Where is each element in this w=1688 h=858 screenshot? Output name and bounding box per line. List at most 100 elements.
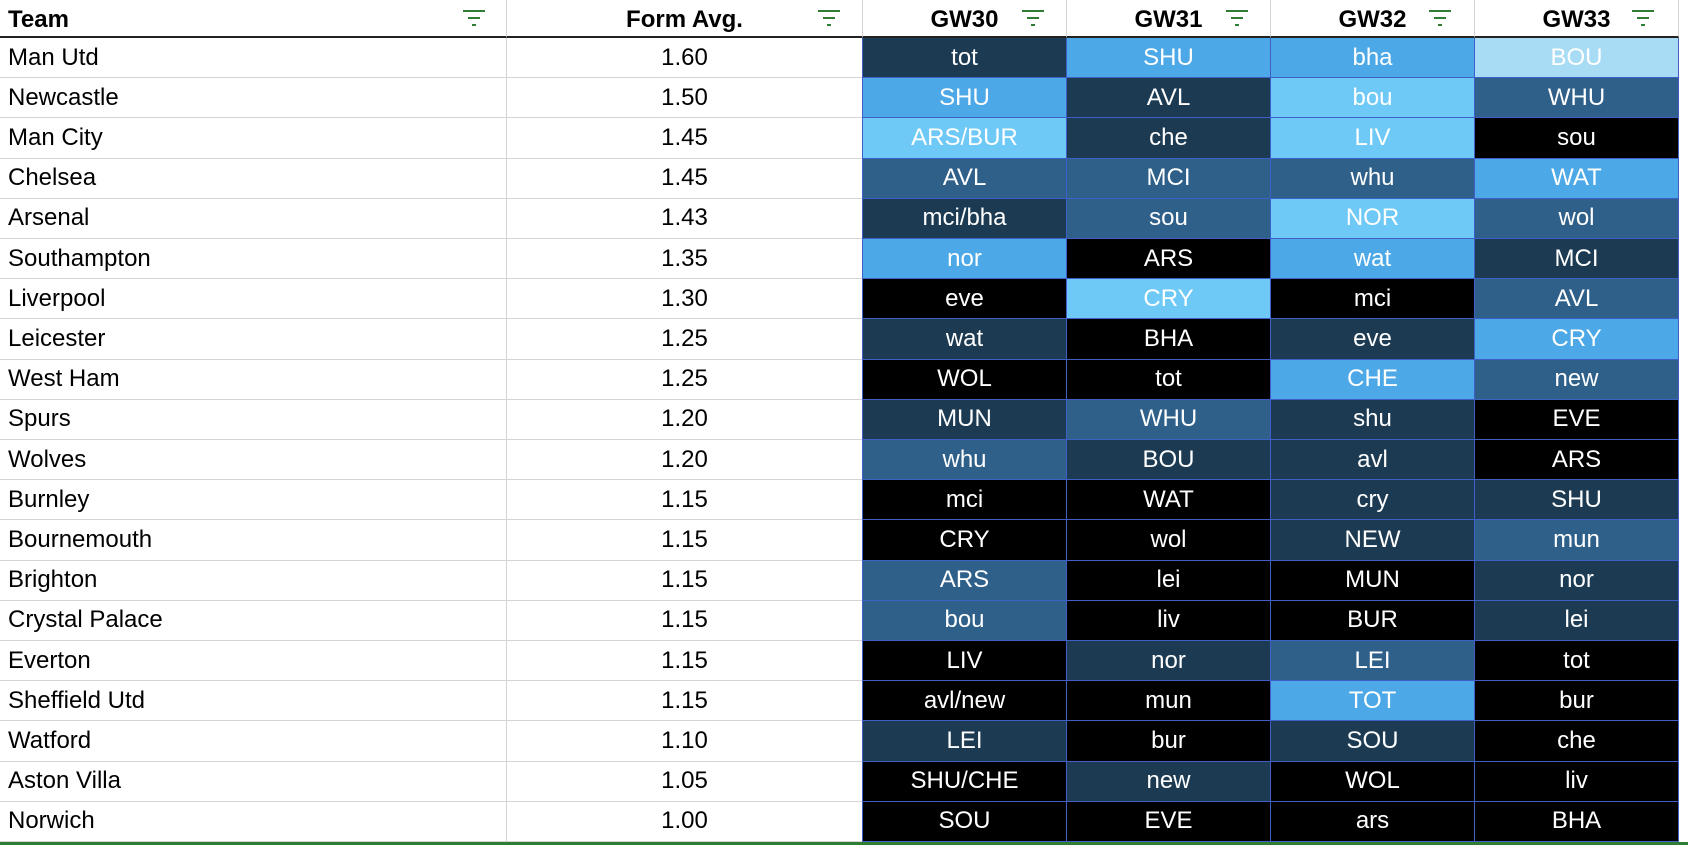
- fixture-cell-gw30[interactable]: WOL: [863, 359, 1067, 400]
- fixture-cell-gw31[interactable]: SHU: [1067, 38, 1271, 79]
- fixture-cell-gw32[interactable]: avl: [1271, 440, 1475, 481]
- team-cell[interactable]: Aston Villa: [0, 761, 507, 802]
- fixture-cell-gw31[interactable]: nor: [1067, 641, 1271, 682]
- team-cell[interactable]: West Ham: [0, 359, 507, 400]
- fixture-cell-gw32[interactable]: WOL: [1271, 761, 1475, 802]
- fixture-cell-gw31[interactable]: che: [1067, 118, 1271, 159]
- team-cell[interactable]: Southampton: [0, 239, 507, 280]
- form-avg-cell[interactable]: 1.50: [507, 78, 863, 119]
- fixture-cell-gw30[interactable]: ARS: [863, 560, 1067, 601]
- fixture-cell-gw31[interactable]: lei: [1067, 560, 1271, 601]
- fixture-cell-gw33[interactable]: BOU: [1475, 38, 1679, 79]
- fixture-cell-gw33[interactable]: ARS: [1475, 440, 1679, 481]
- fixture-cell-gw33[interactable]: EVE: [1475, 399, 1679, 440]
- fixture-cell-gw32[interactable]: bou: [1271, 78, 1475, 119]
- fixture-cell-gw32[interactable]: CHE: [1271, 359, 1475, 400]
- team-cell[interactable]: Chelsea: [0, 158, 507, 199]
- form-avg-cell[interactable]: 1.25: [507, 359, 863, 400]
- fixture-cell-gw31[interactable]: tot: [1067, 359, 1271, 400]
- form-avg-cell[interactable]: 1.15: [507, 520, 863, 561]
- fixture-cell-gw33[interactable]: new: [1475, 359, 1679, 400]
- fixture-cell-gw31[interactable]: EVE: [1067, 801, 1271, 842]
- fixture-cell-gw31[interactable]: WHU: [1067, 399, 1271, 440]
- filter-icon[interactable]: [1427, 8, 1453, 28]
- fixture-cell-gw33[interactable]: WHU: [1475, 78, 1679, 119]
- fixture-cell-gw32[interactable]: BUR: [1271, 600, 1475, 641]
- form-avg-cell[interactable]: 1.43: [507, 198, 863, 239]
- fixture-cell-gw32[interactable]: wat: [1271, 239, 1475, 280]
- filter-icon[interactable]: [1020, 8, 1046, 28]
- team-cell[interactable]: Leicester: [0, 319, 507, 360]
- form-avg-cell[interactable]: 1.10: [507, 721, 863, 762]
- form-avg-cell[interactable]: 1.20: [507, 440, 863, 481]
- fixture-cell-gw31[interactable]: new: [1067, 761, 1271, 802]
- fixture-cell-gw33[interactable]: BHA: [1475, 801, 1679, 842]
- fixture-cell-gw32[interactable]: MUN: [1271, 560, 1475, 601]
- fixture-cell-gw33[interactable]: che: [1475, 721, 1679, 762]
- form-avg-cell[interactable]: 1.15: [507, 480, 863, 521]
- team-cell[interactable]: Bournemouth: [0, 520, 507, 561]
- form-avg-cell[interactable]: 1.15: [507, 600, 863, 641]
- fixture-cell-gw31[interactable]: liv: [1067, 600, 1271, 641]
- fixture-cell-gw30[interactable]: wat: [863, 319, 1067, 360]
- team-cell[interactable]: Crystal Palace: [0, 600, 507, 641]
- fixture-cell-gw30[interactable]: LEI: [863, 721, 1067, 762]
- team-cell[interactable]: Everton: [0, 641, 507, 682]
- form-avg-cell[interactable]: 1.35: [507, 239, 863, 280]
- fixture-cell-gw31[interactable]: BHA: [1067, 319, 1271, 360]
- fixture-cell-gw30[interactable]: tot: [863, 38, 1067, 79]
- team-cell[interactable]: Brighton: [0, 560, 507, 601]
- fixture-cell-gw33[interactable]: bur: [1475, 681, 1679, 722]
- fixture-cell-gw33[interactable]: MCI: [1475, 239, 1679, 280]
- header-team[interactable]: Team: [0, 0, 507, 38]
- fixture-cell-gw30[interactable]: eve: [863, 279, 1067, 320]
- team-cell[interactable]: Spurs: [0, 399, 507, 440]
- fixture-cell-gw30[interactable]: ARS/BUR: [863, 118, 1067, 159]
- fixture-cell-gw32[interactable]: LIV: [1271, 118, 1475, 159]
- form-avg-cell[interactable]: 1.45: [507, 118, 863, 159]
- fixture-cell-gw30[interactable]: avl/new: [863, 681, 1067, 722]
- form-avg-cell[interactable]: 1.15: [507, 681, 863, 722]
- team-cell[interactable]: Liverpool: [0, 279, 507, 320]
- filter-icon[interactable]: [1224, 8, 1250, 28]
- fixture-cell-gw33[interactable]: lei: [1475, 600, 1679, 641]
- filter-icon[interactable]: [816, 8, 842, 28]
- header-gw30[interactable]: GW30: [863, 0, 1067, 38]
- fixture-cell-gw33[interactable]: nor: [1475, 560, 1679, 601]
- team-cell[interactable]: Norwich: [0, 801, 507, 842]
- fixture-cell-gw30[interactable]: whu: [863, 440, 1067, 481]
- header-gw33[interactable]: GW33: [1475, 0, 1679, 38]
- team-cell[interactable]: Wolves: [0, 440, 507, 481]
- filter-icon[interactable]: [1630, 8, 1656, 28]
- filter-icon[interactable]: [461, 8, 487, 28]
- fixture-cell-gw32[interactable]: bha: [1271, 38, 1475, 79]
- team-cell[interactable]: Arsenal: [0, 198, 507, 239]
- form-avg-cell[interactable]: 1.15: [507, 641, 863, 682]
- fixture-cell-gw33[interactable]: wol: [1475, 198, 1679, 239]
- header-gw31[interactable]: GW31: [1067, 0, 1271, 38]
- fixture-cell-gw31[interactable]: WAT: [1067, 480, 1271, 521]
- team-cell[interactable]: Man City: [0, 118, 507, 159]
- fixture-cell-gw33[interactable]: liv: [1475, 761, 1679, 802]
- fixture-cell-gw32[interactable]: cry: [1271, 480, 1475, 521]
- fixture-cell-gw30[interactable]: bou: [863, 600, 1067, 641]
- fixture-cell-gw31[interactable]: sou: [1067, 198, 1271, 239]
- fixture-cell-gw33[interactable]: sou: [1475, 118, 1679, 159]
- fixture-cell-gw31[interactable]: BOU: [1067, 440, 1271, 481]
- fixture-cell-gw30[interactable]: SHU: [863, 78, 1067, 119]
- fixture-cell-gw31[interactable]: bur: [1067, 721, 1271, 762]
- fixture-cell-gw31[interactable]: MCI: [1067, 158, 1271, 199]
- form-avg-cell[interactable]: 1.15: [507, 560, 863, 601]
- form-avg-cell[interactable]: 1.45: [507, 158, 863, 199]
- fixture-cell-gw32[interactable]: NEW: [1271, 520, 1475, 561]
- form-avg-cell[interactable]: 1.25: [507, 319, 863, 360]
- fixture-cell-gw30[interactable]: SOU: [863, 801, 1067, 842]
- form-avg-cell[interactable]: 1.00: [507, 801, 863, 842]
- fixture-cell-gw32[interactable]: SOU: [1271, 721, 1475, 762]
- fixture-cell-gw32[interactable]: shu: [1271, 399, 1475, 440]
- fixture-cell-gw30[interactable]: SHU/CHE: [863, 761, 1067, 802]
- fixture-cell-gw31[interactable]: wol: [1067, 520, 1271, 561]
- fixture-cell-gw30[interactable]: LIV: [863, 641, 1067, 682]
- fixture-cell-gw32[interactable]: mci: [1271, 279, 1475, 320]
- fixture-cell-gw30[interactable]: nor: [863, 239, 1067, 280]
